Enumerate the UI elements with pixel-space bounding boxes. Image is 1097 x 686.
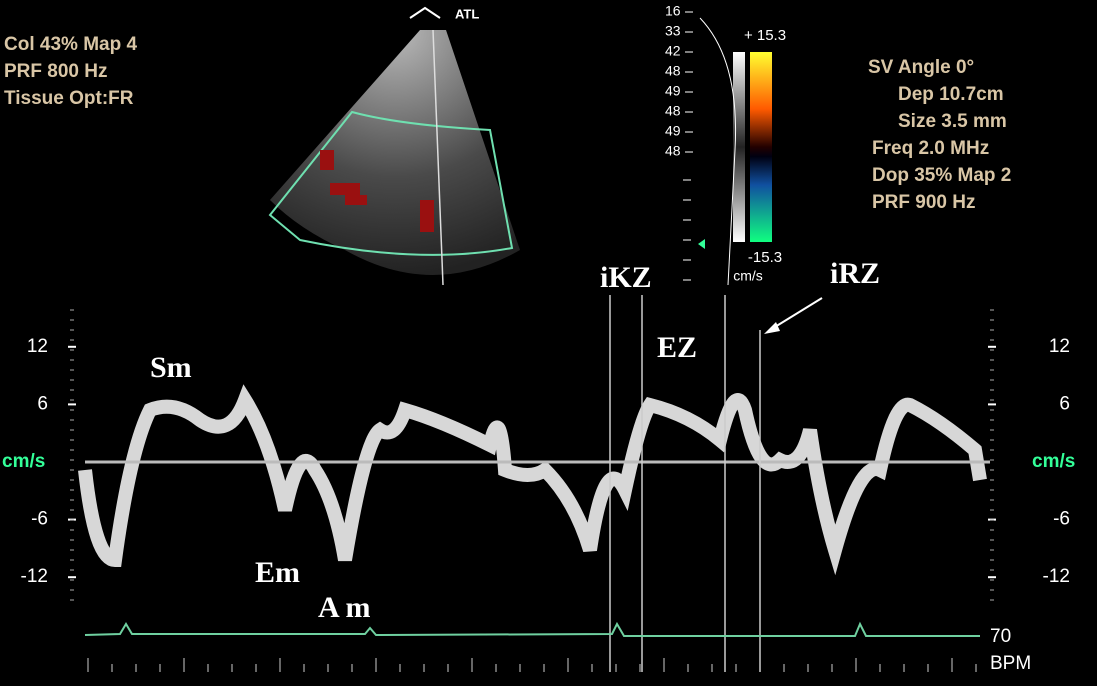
- y-tick-label: -12: [1043, 566, 1070, 587]
- y-tick-label: -12: [21, 566, 48, 587]
- depth-label: 33: [665, 23, 681, 39]
- irz: iRZ: [830, 257, 880, 290]
- depth-label: 48: [665, 143, 681, 159]
- y-tick-label: 12: [27, 336, 48, 357]
- sm: Sm: [150, 351, 192, 384]
- scale-top: + 15.3: [744, 27, 786, 44]
- y-tick-label: 6: [37, 393, 48, 414]
- depth-label: 16: [665, 3, 681, 19]
- ez: EZ: [657, 331, 697, 364]
- ikz: iKZ: [600, 261, 652, 294]
- ultrasound-screen: ATL + 15.3 -15.3 cm/s iKZ iRZ EZ Sm Em A…: [0, 0, 1097, 686]
- ecg-trace: [85, 624, 980, 636]
- arrow: [770, 298, 822, 330]
- y-tick-label: 6: [1059, 393, 1070, 414]
- setting-left: Tissue Opt:FR: [4, 88, 134, 109]
- y-tick-label: -6: [1053, 509, 1070, 530]
- color-bar: [750, 52, 772, 242]
- setting-right: SV Angle 0°: [868, 57, 974, 78]
- setting-right: PRF 900 Hz: [872, 192, 975, 213]
- probe-icon: [410, 8, 440, 18]
- y-unit: cm/s: [1032, 451, 1075, 472]
- setting-right: Size 3.5 mm: [898, 111, 1007, 132]
- setting-right: Dep 10.7cm: [898, 84, 1004, 105]
- arrow-head: [764, 322, 780, 334]
- probe-label: ATL: [455, 6, 479, 21]
- em: Em: [255, 556, 300, 589]
- setting-right: Freq 2.0 MHz: [872, 138, 989, 159]
- sector-image: [270, 30, 520, 275]
- depth-label: 49: [665, 83, 681, 99]
- setting-left: PRF 800 Hz: [4, 61, 107, 82]
- scale-bottom: -15.3: [748, 249, 782, 266]
- depth-label: 48: [665, 63, 681, 79]
- scale-unit: cm/s: [733, 268, 763, 284]
- depth-label: 42: [665, 43, 681, 59]
- doppler-waveform: [85, 400, 980, 560]
- setting-right: Dop 35% Map 2: [872, 165, 1011, 186]
- y-tick-label: -6: [31, 509, 48, 530]
- depth-label: 49: [665, 123, 681, 139]
- hr-unit: BPM: [990, 653, 1031, 674]
- y-unit: cm/s: [2, 451, 45, 472]
- marker: [698, 239, 705, 249]
- setting-left: Col 43% Map 4: [4, 34, 137, 55]
- hr-value: 70: [990, 626, 1011, 647]
- am: A m: [318, 591, 371, 624]
- curve: [700, 18, 736, 285]
- depth-label: 48: [665, 103, 681, 119]
- y-tick-label: 12: [1049, 336, 1070, 357]
